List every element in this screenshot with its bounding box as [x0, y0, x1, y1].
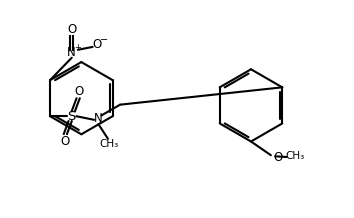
- Text: O: O: [273, 150, 283, 164]
- Text: +: +: [74, 43, 81, 52]
- Text: O: O: [74, 85, 84, 98]
- Text: S: S: [68, 110, 76, 123]
- Text: −: −: [100, 35, 108, 45]
- Text: N: N: [94, 112, 103, 125]
- Text: O: O: [67, 23, 76, 36]
- Text: O: O: [92, 37, 102, 51]
- Text: CH₃: CH₃: [285, 151, 304, 161]
- Text: CH₃: CH₃: [99, 139, 119, 149]
- Text: N: N: [67, 46, 76, 59]
- Text: O: O: [60, 135, 69, 148]
